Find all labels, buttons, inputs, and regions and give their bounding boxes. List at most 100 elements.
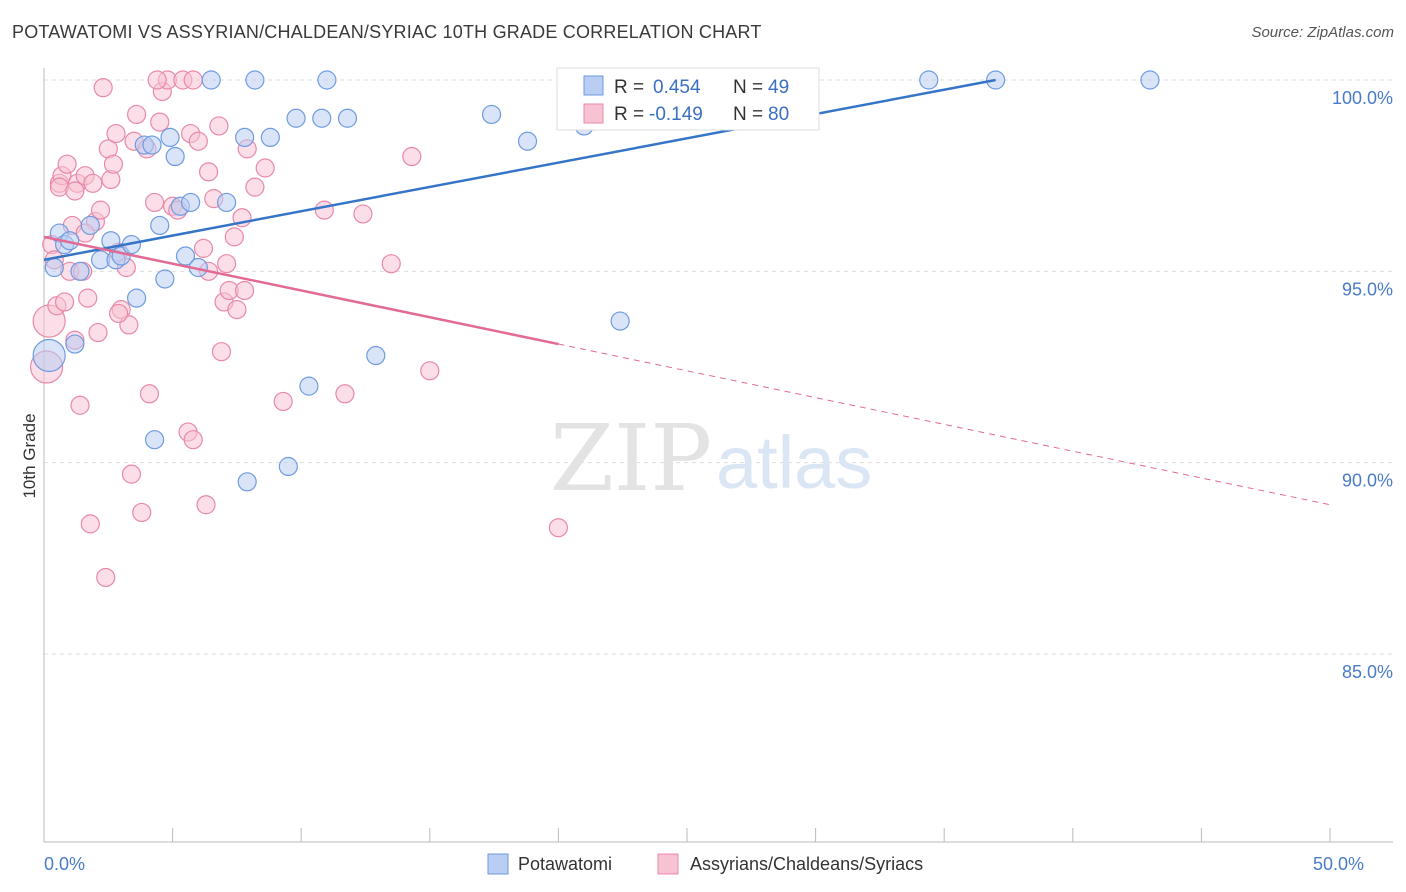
bottom-legend-blue-label: Potawatomi xyxy=(518,854,612,874)
blue-data-point xyxy=(126,288,147,308)
legend-blue-r-value: 0.454 xyxy=(653,77,701,98)
blue-data-point xyxy=(65,334,85,354)
blue-data-point xyxy=(44,257,64,278)
legend-blue-swatch xyxy=(583,75,604,96)
legend-blue-n-value: 49 xyxy=(768,77,789,98)
blue-data-point xyxy=(366,345,386,366)
pink-data-point xyxy=(402,146,422,167)
blue-data-point xyxy=(165,146,185,167)
y-tick-label: 100.0% xyxy=(1332,88,1393,108)
pink-data-point xyxy=(106,123,126,144)
bottom-legend-blue-swatch xyxy=(487,853,509,875)
pink-data-point xyxy=(217,254,237,274)
axes xyxy=(43,68,1393,843)
pink-data-point xyxy=(548,518,569,538)
pink-data-point xyxy=(196,495,216,515)
pink-data-point xyxy=(183,430,203,450)
pink-data-point xyxy=(224,227,244,247)
blue-data-point xyxy=(175,246,196,266)
pink-data-point xyxy=(199,162,219,182)
bottom-legend-pink-swatch xyxy=(657,853,679,875)
x-tick-label: 0.0% xyxy=(44,854,85,874)
blue-data-point xyxy=(32,338,66,373)
blue-data-point xyxy=(299,376,319,396)
pink-data-point xyxy=(147,70,167,90)
pink-data-point xyxy=(70,395,90,415)
pink-data-point xyxy=(108,303,129,324)
pink-data-point xyxy=(209,116,229,136)
trend-lines xyxy=(43,78,1331,506)
top-legend: R = 0.454 N = 49 R = -0.149 N = 80 xyxy=(556,67,820,131)
legend-blue-r-label: R = xyxy=(614,77,644,98)
pink-data-point xyxy=(93,78,113,98)
x-tick-label: 50.0% xyxy=(1313,854,1364,874)
pink-data-point xyxy=(139,384,160,404)
pink-data-point xyxy=(144,192,165,213)
blue-data-point xyxy=(337,108,358,128)
pink-data-point xyxy=(314,200,334,220)
pink-data-point xyxy=(420,361,440,381)
pink-data-point xyxy=(353,204,373,224)
pink-data-point xyxy=(103,154,124,174)
bottom-legend-pink-label: Assyrians/Chaldeans/Syriacs xyxy=(690,854,923,874)
blue-data-point xyxy=(610,311,630,331)
pink-data-point xyxy=(150,112,170,132)
watermark-zip: ZIP xyxy=(550,405,712,512)
y-axis-label: 10th Grade xyxy=(20,413,39,498)
pink-data-point xyxy=(245,177,265,197)
legend-pink-n-value: 80 xyxy=(768,104,789,125)
pink-data-point xyxy=(88,322,108,343)
pink-data-point xyxy=(96,567,116,588)
blue-data-point xyxy=(481,104,502,125)
pink-data-point xyxy=(211,342,232,362)
blue-data-point xyxy=(1140,70,1160,90)
y-tick-label: 85.0% xyxy=(1342,662,1393,682)
pink-data-point xyxy=(183,70,203,90)
blue-data-point xyxy=(278,456,298,477)
blue-data-point xyxy=(286,108,306,128)
blue-data-point xyxy=(160,127,180,147)
blue-data-point xyxy=(260,127,280,147)
chart-title: POTAWATOMI VS ASSYRIAN/CHALDEAN/SYRIAC 1… xyxy=(12,22,762,42)
blue-data-point xyxy=(317,70,337,90)
source-label: Source: ZipAtlas.com xyxy=(1251,24,1394,41)
blue-data-point xyxy=(80,215,100,236)
pink-data-point xyxy=(381,254,401,274)
blue-data-point xyxy=(217,192,237,213)
blue-data-point xyxy=(144,430,165,450)
legend-pink-swatch xyxy=(583,103,604,124)
pink-data-point xyxy=(193,238,214,258)
pink-data-point xyxy=(65,181,85,201)
pink-data-point xyxy=(57,154,77,174)
blue-data-point xyxy=(919,70,939,90)
pink-data-point xyxy=(255,158,275,178)
pink-data-point xyxy=(273,391,293,412)
blue-data-point xyxy=(201,70,221,90)
blue-data-point xyxy=(142,135,162,155)
legend-pink-n-label: N = xyxy=(733,104,763,125)
legend-pink-r-value: -0.149 xyxy=(649,104,703,125)
blue-data-point xyxy=(312,108,332,128)
pink-data-point xyxy=(121,464,142,484)
blue-data-point xyxy=(150,215,170,236)
blue-data-point xyxy=(70,261,90,281)
blue-data-point xyxy=(237,472,257,492)
blue-data-point xyxy=(245,70,265,90)
watermark: ZIP atlas xyxy=(550,405,872,512)
pink-data-point xyxy=(126,104,147,125)
blue-trend-line xyxy=(43,78,996,262)
pink-data-point xyxy=(83,173,103,193)
blue-data-point xyxy=(517,131,538,151)
pink-data-point xyxy=(90,200,111,220)
pink-trend-line xyxy=(43,235,559,346)
blue-series-points xyxy=(32,70,1160,492)
y-tick-label: 95.0% xyxy=(1342,279,1393,299)
watermark-atlas: atlas xyxy=(716,421,872,504)
blue-data-point xyxy=(155,269,175,289)
legend-blue-n-label: N = xyxy=(733,77,763,98)
pink-data-point xyxy=(132,502,152,523)
pink-data-point xyxy=(235,280,255,301)
pink-data-point xyxy=(188,131,208,151)
tick-labels: 100.0% 95.0% 90.0% 85.0% 0.0% 50.0% xyxy=(44,88,1393,874)
